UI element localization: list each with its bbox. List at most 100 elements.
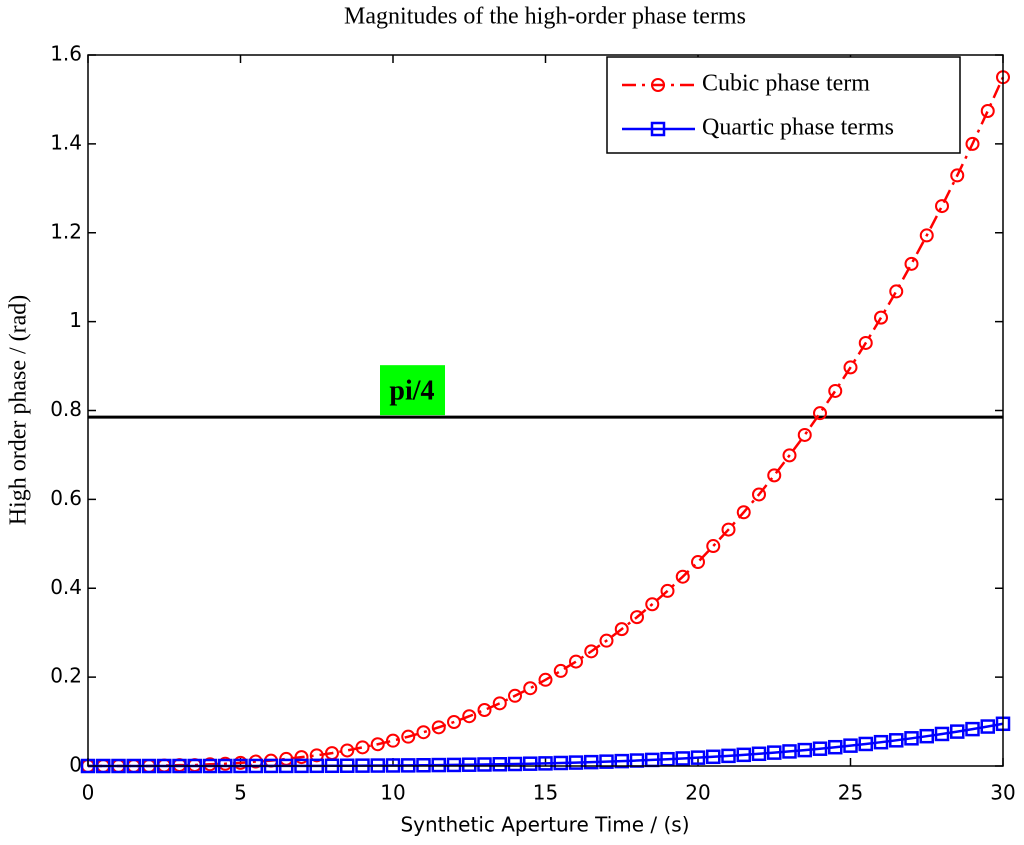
legend-label: Quartic phase terms (702, 115, 894, 141)
marker (294, 750, 309, 765)
marker (706, 749, 721, 765)
y-tick-label: 1.2 (50, 219, 82, 243)
marker (569, 654, 583, 669)
plot-frame (87, 54, 1004, 767)
marker (614, 753, 629, 769)
marker (553, 663, 568, 678)
marker (751, 746, 767, 762)
marker (401, 729, 416, 744)
marker (614, 622, 629, 637)
marker (873, 734, 889, 750)
x-tick-label: 30 (990, 781, 1015, 805)
marker (904, 731, 919, 746)
marker (874, 310, 888, 325)
marker (584, 754, 599, 770)
marker (950, 168, 965, 183)
marker (736, 747, 751, 763)
marker (660, 751, 675, 767)
marker (431, 757, 446, 773)
y-axis-label: High order phase / (rad) (6, 295, 32, 526)
marker (843, 360, 858, 375)
y-tick-label: 0.6 (50, 486, 82, 510)
marker (889, 284, 904, 299)
marker (675, 751, 690, 766)
marker (721, 522, 736, 537)
marker (721, 748, 736, 764)
marker (736, 505, 751, 520)
marker (477, 757, 492, 772)
chart-title: Magnitudes of the high-order phase terms (344, 4, 746, 30)
marker (599, 754, 614, 769)
marker (651, 78, 665, 92)
marker (492, 696, 507, 711)
marker (706, 539, 721, 554)
marker (492, 757, 507, 772)
marker (355, 740, 370, 755)
x-tick-label: 25 (838, 781, 863, 805)
x-tick-label: 0 (82, 781, 95, 805)
marker (630, 610, 644, 625)
marker (889, 733, 904, 748)
marker (645, 597, 660, 612)
annotation: pi/4 (389, 376, 434, 407)
marker (523, 756, 538, 771)
y-tick-label: 0.8 (50, 397, 82, 421)
marker (568, 755, 584, 770)
marker (553, 755, 568, 771)
x-tick-label: 20 (685, 781, 710, 805)
marker (782, 744, 797, 759)
marker (370, 737, 385, 752)
marker (797, 742, 812, 758)
marker (965, 721, 980, 737)
marker (767, 468, 782, 483)
marker (462, 757, 477, 772)
marker (782, 448, 797, 463)
marker (935, 199, 949, 214)
marker (965, 136, 980, 151)
marker (650, 121, 666, 137)
marker (523, 681, 538, 696)
marker (462, 709, 477, 724)
marker (507, 756, 523, 772)
marker (477, 703, 492, 718)
marker (538, 756, 553, 771)
marker (691, 555, 705, 570)
y-tick-label: 1.4 (50, 130, 82, 154)
x-tick-label: 10 (380, 781, 405, 805)
marker (538, 672, 553, 687)
marker (919, 228, 934, 243)
x-axis-label: Synthetic Aperture Time / (s) (400, 813, 689, 837)
marker (508, 688, 522, 703)
marker (752, 487, 766, 502)
marker (812, 741, 828, 756)
marker (660, 583, 675, 598)
marker (980, 719, 995, 734)
y-tick-label: 0 (69, 753, 82, 777)
marker (447, 715, 461, 730)
marker (858, 335, 873, 350)
series-line (88, 76, 1005, 768)
marker (675, 569, 690, 584)
marker (416, 757, 431, 773)
y-tick-label: 0.2 (50, 664, 82, 688)
y-tick-label: 1 (69, 308, 82, 332)
marker (813, 406, 827, 421)
marker (950, 724, 965, 739)
marker (767, 745, 782, 760)
marker (340, 743, 355, 758)
marker (446, 757, 462, 773)
y-tick-label: 0.4 (50, 575, 82, 599)
marker (584, 644, 599, 659)
marker (904, 256, 919, 271)
marker (934, 726, 950, 742)
marker (919, 728, 934, 744)
marker (690, 750, 706, 765)
marker (386, 733, 400, 748)
annotation-box (380, 365, 445, 416)
marker (980, 103, 995, 118)
marker (309, 748, 324, 763)
marker (828, 383, 843, 398)
x-tick-label: 15 (533, 781, 558, 805)
marker (828, 739, 843, 755)
legend-box (606, 56, 961, 154)
